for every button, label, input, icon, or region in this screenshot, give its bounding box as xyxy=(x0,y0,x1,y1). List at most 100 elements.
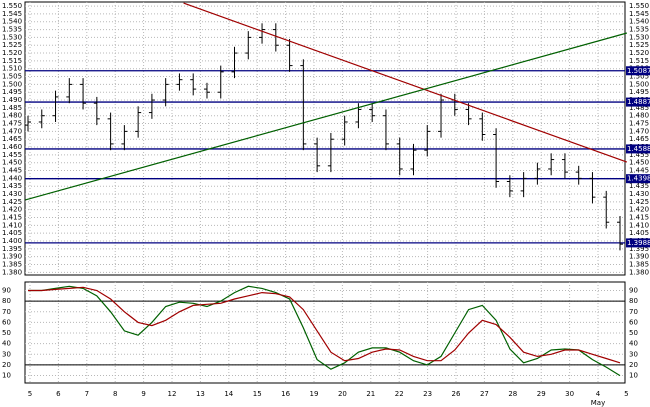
y-tick-label-right: 1.480 xyxy=(629,112,649,120)
y-tick-label: 1.480 xyxy=(2,112,22,120)
x-tick-label: 9 xyxy=(141,390,145,398)
y-tick-label-right: 10 xyxy=(629,372,638,380)
y-tick-label: 1.435 xyxy=(2,182,22,190)
plot-frame xyxy=(24,281,626,384)
x-tick-label: 20 xyxy=(338,390,347,398)
trendline xyxy=(25,32,628,201)
y-tick-label-right: 1.380 xyxy=(629,268,649,276)
x-tick-label: 5 xyxy=(28,390,32,398)
level-box xyxy=(626,174,650,184)
x-tick-label: 21 xyxy=(366,390,375,398)
y-tick-label-right: 1.495 xyxy=(629,88,649,96)
x-tick-label: 22 xyxy=(395,390,404,398)
y-tick-label: 1.515 xyxy=(2,57,22,65)
y-tick-label: 20 xyxy=(2,361,11,369)
y-tick-label-right: 60 xyxy=(629,318,638,326)
y-tick-label-right: 1.530 xyxy=(629,33,649,41)
y-tick-label-right: 1.420 xyxy=(629,206,649,214)
y-tick-label: 1.510 xyxy=(2,65,22,73)
y-tick-label-right: 1.550 xyxy=(629,2,649,10)
y-tick-label: 1.505 xyxy=(2,73,22,81)
y-tick-label: 1.405 xyxy=(2,229,22,237)
x-tick-label: 23 xyxy=(423,390,432,398)
y-tick-label: 1.410 xyxy=(2,221,22,229)
y-tick-label-right: 1.475 xyxy=(629,120,649,128)
y-tick-label: 1.430 xyxy=(2,190,22,198)
y-tick-label-right: 1.465 xyxy=(629,135,649,143)
y-tick-label-right: 1.415 xyxy=(629,214,649,222)
y-tick-label: 1.395 xyxy=(2,245,22,253)
level-box xyxy=(626,97,650,107)
x-tick-label: 15 xyxy=(253,390,262,398)
level-label: 1.5087 xyxy=(627,67,650,75)
y-tick-label: 1.520 xyxy=(2,49,22,57)
y-tick-label: 1.450 xyxy=(2,159,22,167)
y-tick-label: 70 xyxy=(2,308,11,316)
y-tick-label: 1.495 xyxy=(2,88,22,96)
y-tick-label-right: 30 xyxy=(629,350,638,358)
y-tick-label-right: 1.525 xyxy=(629,41,649,49)
y-tick-label: 1.550 xyxy=(2,2,22,10)
y-tick-label-right: 1.410 xyxy=(629,221,649,229)
y-tick-label: 1.415 xyxy=(2,214,22,222)
x-tick-label: 28 xyxy=(508,390,517,398)
y-tick-label: 1.455 xyxy=(2,151,22,159)
y-tick-label: 1.425 xyxy=(2,198,22,206)
y-tick-label: 1.385 xyxy=(2,261,22,269)
x-tick-label: 26 xyxy=(452,390,461,398)
y-tick-label-right: 1.405 xyxy=(629,229,649,237)
y-tick-label: 1.390 xyxy=(2,253,22,261)
y-tick-label: 30 xyxy=(2,350,11,358)
month-label: May xyxy=(591,399,605,407)
x-tick-label: 8 xyxy=(113,390,117,398)
oscillator-line xyxy=(28,285,621,377)
y-tick-label: 1.500 xyxy=(2,80,22,88)
x-tick-label: 14 xyxy=(224,390,233,398)
y-tick-label: 1.380 xyxy=(2,268,22,276)
y-tick-label: 1.470 xyxy=(2,127,22,135)
y-tick-label: 1.445 xyxy=(2,167,22,175)
y-tick-label: 10 xyxy=(2,372,11,380)
y-tick-label-right: 1.390 xyxy=(629,253,649,261)
x-tick-label: 19 xyxy=(310,390,319,398)
level-label: 1.4887 xyxy=(627,98,650,106)
y-tick-label: 40 xyxy=(2,340,11,348)
y-tick-label-right: 1.395 xyxy=(629,245,649,253)
level-box xyxy=(626,66,650,76)
y-tick-label: 1.535 xyxy=(2,26,22,34)
y-tick-label: 1.460 xyxy=(2,143,22,151)
x-tick-label: 13 xyxy=(196,390,205,398)
y-tick-label: 1.420 xyxy=(2,206,22,214)
x-tick-label: 7 xyxy=(85,390,89,398)
y-tick-label-right: 1.515 xyxy=(629,57,649,65)
x-tick-label: 16 xyxy=(281,390,290,398)
y-tick-label: 50 xyxy=(2,329,11,337)
y-tick-label: 60 xyxy=(2,318,11,326)
y-tick-label: 1.525 xyxy=(2,41,22,49)
y-tick-label-right: 1.430 xyxy=(629,190,649,198)
x-tick-label: 4 xyxy=(596,390,601,398)
y-tick-label: 1.400 xyxy=(2,237,22,245)
y-tick-label-right: 1.435 xyxy=(629,182,649,190)
y-tick-label-right: 1.545 xyxy=(629,10,649,18)
y-tick-label: 1.475 xyxy=(2,120,22,128)
y-tick-label: 1.465 xyxy=(2,135,22,143)
level-label: 1.3988 xyxy=(627,239,650,247)
y-tick-label-right: 1.485 xyxy=(629,104,649,112)
trendline xyxy=(183,2,628,163)
x-tick-label: 6 xyxy=(56,390,61,398)
oscillator-line xyxy=(28,286,621,364)
y-tick-label: 1.545 xyxy=(2,10,22,18)
level-label: 1.4588 xyxy=(627,145,650,153)
y-tick-label-right: 1.520 xyxy=(629,49,649,57)
level-box xyxy=(626,144,650,154)
y-tick-label: 1.530 xyxy=(2,33,22,41)
y-tick-label-right: 1.505 xyxy=(629,73,649,81)
y-tick-label-right: 90 xyxy=(629,287,638,295)
level-box xyxy=(626,238,650,248)
y-tick-label-right: 1.535 xyxy=(629,26,649,34)
y-tick-label-right: 1.450 xyxy=(629,159,649,167)
y-tick-label: 90 xyxy=(2,287,11,295)
y-tick-label-right: 70 xyxy=(629,308,638,316)
